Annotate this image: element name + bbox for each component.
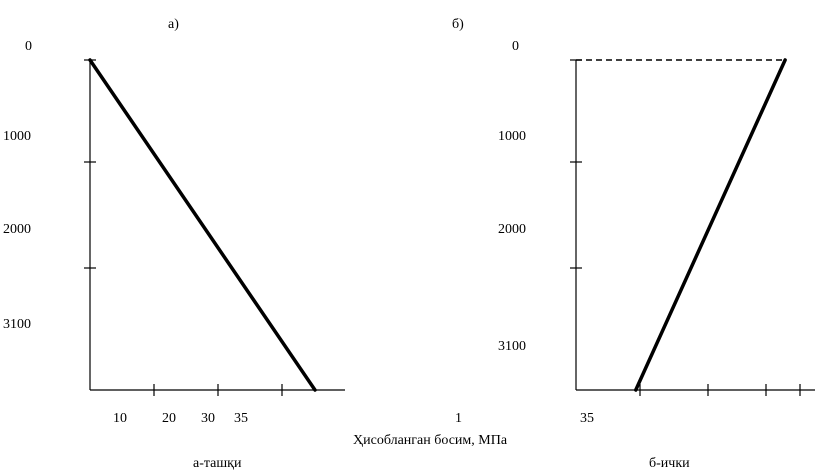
- panel-a-ytick-label: 3100: [3, 317, 31, 332]
- panel-b-caption: б-ички: [649, 456, 690, 471]
- panel-a-ytick-label: 1000: [3, 129, 31, 144]
- panel-a-ytick-label: 2000: [3, 222, 31, 237]
- panel-b-ytick-label: 0: [512, 39, 519, 54]
- panel-a: а) 0 1000 2000 3100 10 20 30 35 а-ташқи: [3, 17, 345, 471]
- panel-a-caption: а-ташқи: [193, 456, 242, 471]
- shared-x-axis-label: Ҳисобланган босим, МПа: [353, 433, 508, 448]
- panel-b-xtick-label: 1: [455, 411, 462, 426]
- panel-b-label: б): [452, 17, 464, 32]
- panel-a-xtick-label: 20: [162, 411, 176, 426]
- panel-a-xtick-label: 10: [113, 411, 127, 426]
- panel-a-label: а): [168, 17, 179, 32]
- panel-b-ytick-label: 3100: [498, 339, 526, 354]
- panel-a-xtick-label: 30: [201, 411, 215, 426]
- panel-b-ytick-label: 1000: [498, 129, 526, 144]
- panel-b-ytick-label: 2000: [498, 222, 526, 237]
- panel-b: б) 0 1000 2000 3100 1 35 б-ички: [452, 17, 815, 471]
- panel-b-xtick-label: 35: [580, 411, 594, 426]
- panel-b-series-line: [634, 58, 787, 392]
- panel-a-xtick-label: 35: [234, 411, 248, 426]
- panel-a-ytick-label: 0: [25, 39, 32, 54]
- panel-a-series-line: [88, 58, 317, 392]
